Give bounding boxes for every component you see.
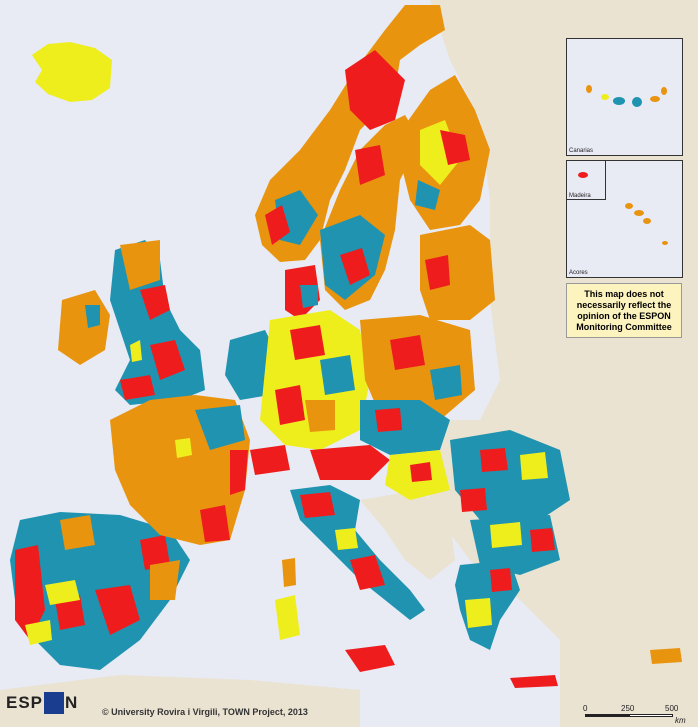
bulgaria-red	[530, 528, 555, 552]
sicily	[345, 645, 395, 672]
baltics	[420, 225, 495, 320]
spain-orange-1	[60, 515, 95, 550]
spain-red-3	[140, 535, 170, 570]
germany-teal-1	[320, 355, 355, 395]
inset-label-madeira: Madeira	[569, 193, 591, 199]
non-espon-land-balkans	[360, 490, 455, 580]
spain-yellow-1	[45, 580, 80, 605]
sweden-north-red	[355, 145, 385, 185]
switzerland	[250, 445, 290, 475]
scale-tick-0: 0	[583, 704, 588, 713]
italy-red-2	[350, 555, 385, 590]
espon-logo: ESP N	[6, 692, 78, 714]
inset-label-acores: Acores	[569, 270, 588, 276]
spain-red-2	[55, 595, 85, 630]
baltics-red	[425, 255, 450, 290]
madeira-island	[578, 172, 588, 178]
canarias-islands	[586, 85, 667, 107]
disclaimer-box: This map does not necessarily reflect th…	[566, 283, 682, 338]
uk-scotland-orange	[120, 240, 160, 290]
cyprus	[650, 648, 682, 664]
scale-segment-2	[629, 714, 673, 717]
romania-red-1	[480, 448, 508, 472]
scale-tick-500: 500	[665, 704, 679, 713]
non-espon-land-africa	[0, 675, 360, 727]
spain-orange-2	[150, 560, 180, 600]
france-yellow	[175, 438, 192, 458]
germany-red-2	[275, 385, 305, 425]
sardinia	[275, 595, 300, 640]
acores-islands	[625, 203, 668, 245]
germany-orange	[305, 400, 335, 432]
crete	[510, 675, 558, 688]
uk-yellow	[130, 340, 142, 362]
sweden-red	[340, 248, 370, 285]
norway-red	[345, 50, 405, 130]
germany-red-1	[290, 325, 325, 360]
copyright-text: © University Rovira i Virgili, TOWN Proj…	[102, 707, 308, 717]
poland-red	[390, 335, 425, 370]
greece-red	[490, 568, 512, 592]
inset-label-canarias: Canarias	[569, 148, 594, 154]
ireland	[58, 290, 110, 365]
ireland-teal	[85, 305, 100, 328]
italy-yellow	[335, 528, 358, 550]
disclaimer-text: This map does not necessarily reflect th…	[576, 288, 672, 332]
czech-red	[375, 408, 402, 432]
inset-acores: Madeira Acores	[566, 160, 683, 278]
poland-teal	[430, 365, 462, 400]
france-red-2	[200, 505, 230, 542]
romania-yellow	[520, 452, 548, 480]
scale-bar: 0 250 500 km	[583, 704, 686, 725]
norway-south-red	[265, 205, 290, 245]
corsica	[282, 558, 296, 587]
spain-red-1	[95, 585, 140, 635]
austria	[310, 445, 390, 480]
scale-tick-250: 250	[621, 704, 635, 713]
bulgaria-yellow	[490, 522, 522, 548]
logo-text-left: ESP	[6, 693, 44, 712]
uk-red-3	[120, 375, 155, 400]
denmark-teal	[300, 285, 318, 308]
iceland	[32, 42, 112, 102]
inset-canarias: Canarias	[566, 38, 683, 156]
romania-red-2	[460, 488, 487, 512]
scale-unit: km	[675, 716, 686, 725]
hungary-red	[410, 462, 432, 482]
spain-yellow-2	[25, 620, 52, 645]
france-red-1	[230, 450, 248, 495]
uk-red-2	[150, 340, 185, 380]
eu-flag-icon	[44, 692, 65, 714]
finland-red	[440, 130, 470, 165]
finland-teal	[415, 180, 440, 210]
greece-yellow	[465, 598, 492, 628]
italy-red-1	[300, 492, 335, 518]
scale-segment-1	[585, 714, 629, 717]
portugal-red	[15, 545, 45, 640]
france-teal	[195, 405, 245, 450]
italy	[290, 485, 425, 620]
inset-madeira: Madeira	[566, 160, 606, 200]
logo-text-right: N	[65, 693, 79, 712]
uk-red-1	[140, 285, 170, 320]
